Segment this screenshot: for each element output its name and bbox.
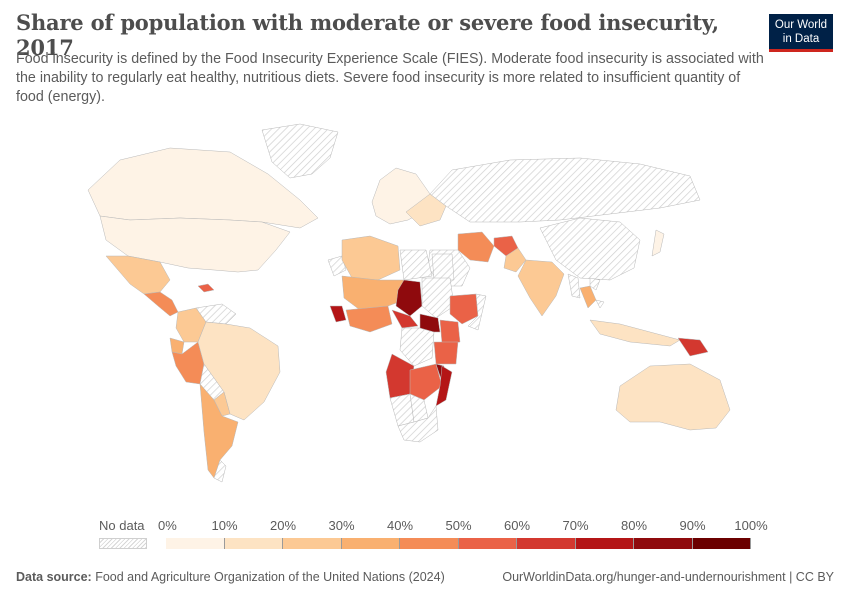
country-uganda-rwanda[interactable] bbox=[419, 313, 441, 333]
legend-tick: 50% bbox=[445, 518, 472, 533]
legend-tick: 70% bbox=[562, 518, 589, 533]
logo-line-1: Our World bbox=[774, 19, 828, 31]
legend-bin[interactable] bbox=[692, 538, 751, 549]
country-central-america[interactable] bbox=[143, 291, 179, 317]
country-chile-argentina[interactable] bbox=[199, 383, 239, 479]
country-argentina-south-[interactable] bbox=[213, 459, 227, 483]
color-legend: No data 0% 10% 20% 30% 40% 50% 60% 70% 80% 90% 100… bbox=[0, 510, 850, 560]
country-egypt[interactable] bbox=[431, 253, 455, 281]
chart-title: Share of population with moderate or sev… bbox=[16, 10, 719, 60]
country-iran[interactable] bbox=[457, 231, 495, 263]
country-dr-congo[interactable] bbox=[399, 327, 435, 367]
logo-line-2: in Data bbox=[782, 33, 820, 45]
country-morocco-algeria[interactable] bbox=[341, 235, 401, 281]
legend-nodata-label: No data bbox=[99, 518, 145, 533]
legend-bin[interactable] bbox=[634, 538, 693, 549]
country-sierra-leone-liberia[interactable] bbox=[329, 305, 347, 323]
country-australia[interactable] bbox=[615, 363, 731, 431]
country-myanmar[interactable] bbox=[567, 273, 581, 299]
country-greenland[interactable] bbox=[261, 123, 339, 179]
legend-bin[interactable] bbox=[517, 538, 576, 549]
world-map bbox=[87, 123, 731, 483]
country-cambodia[interactable] bbox=[595, 299, 605, 309]
legend-tick: 0% bbox=[158, 518, 177, 533]
country-thailand[interactable] bbox=[579, 285, 597, 309]
legend-tick: 20% bbox=[269, 518, 297, 533]
data-source-label: Data source: bbox=[16, 570, 92, 584]
legend-nodata-swatch[interactable] bbox=[99, 538, 147, 549]
country-eastern-europe[interactable] bbox=[405, 193, 447, 227]
country-tanzania[interactable] bbox=[433, 341, 459, 365]
country-pakistan[interactable] bbox=[503, 247, 527, 273]
legend-tick: 60% bbox=[503, 518, 531, 533]
legend-bin[interactable] bbox=[283, 538, 342, 549]
country-south-africa[interactable] bbox=[397, 405, 439, 443]
country-somalia[interactable] bbox=[467, 293, 487, 331]
legend-tick: 90% bbox=[679, 518, 706, 533]
country-india[interactable] bbox=[517, 259, 565, 317]
country-indonesia-philippines[interactable] bbox=[589, 319, 681, 347]
country-zambia-zimbabwe[interactable] bbox=[409, 363, 443, 401]
legend-bin[interactable] bbox=[400, 538, 459, 549]
country-russia[interactable] bbox=[429, 157, 701, 223]
country-nigeria[interactable] bbox=[345, 305, 393, 333]
country-ethiopia[interactable] bbox=[449, 293, 479, 325]
chart-subtitle: Food insecurity is defined by the Food I… bbox=[16, 51, 764, 105]
legend-tick: 40% bbox=[386, 518, 414, 533]
data-source-text[interactable]: Food and Agriculture Organization of the… bbox=[95, 570, 445, 584]
country-papua-new-guinea[interactable] bbox=[677, 337, 709, 357]
url-license[interactable]: OurWorldinData.org/hunger-and-undernouri… bbox=[502, 570, 834, 584]
country-libya[interactable] bbox=[399, 249, 433, 281]
data-source: Data source: Food and Agriculture Organi… bbox=[16, 570, 445, 584]
country-sudan[interactable] bbox=[421, 277, 455, 319]
country-japan[interactable] bbox=[651, 229, 665, 257]
legend-tick: 30% bbox=[328, 518, 355, 533]
legend-bin[interactable] bbox=[224, 538, 283, 549]
country-central-african-rep-[interactable] bbox=[391, 309, 419, 329]
legend-tick: 80% bbox=[620, 518, 648, 533]
legend-bin[interactable] bbox=[458, 538, 517, 549]
legend-tick: 100% bbox=[734, 518, 768, 533]
country-ecuador[interactable] bbox=[169, 337, 185, 355]
legend-tick: 10% bbox=[211, 518, 238, 533]
country-haiti-dominican-rep-[interactable] bbox=[197, 283, 215, 293]
owid-logo[interactable]: Our World in Data bbox=[769, 14, 833, 52]
country-kenya[interactable] bbox=[439, 319, 461, 345]
country-mozambique[interactable] bbox=[435, 365, 453, 407]
country-laos[interactable] bbox=[589, 277, 601, 291]
country-china[interactable] bbox=[539, 217, 641, 281]
legend-bin[interactable] bbox=[575, 538, 634, 549]
country-western-sahara[interactable] bbox=[327, 255, 347, 277]
legend-bin[interactable] bbox=[166, 538, 225, 549]
legend-bin[interactable] bbox=[341, 538, 400, 549]
country-namibia[interactable] bbox=[389, 393, 415, 427]
